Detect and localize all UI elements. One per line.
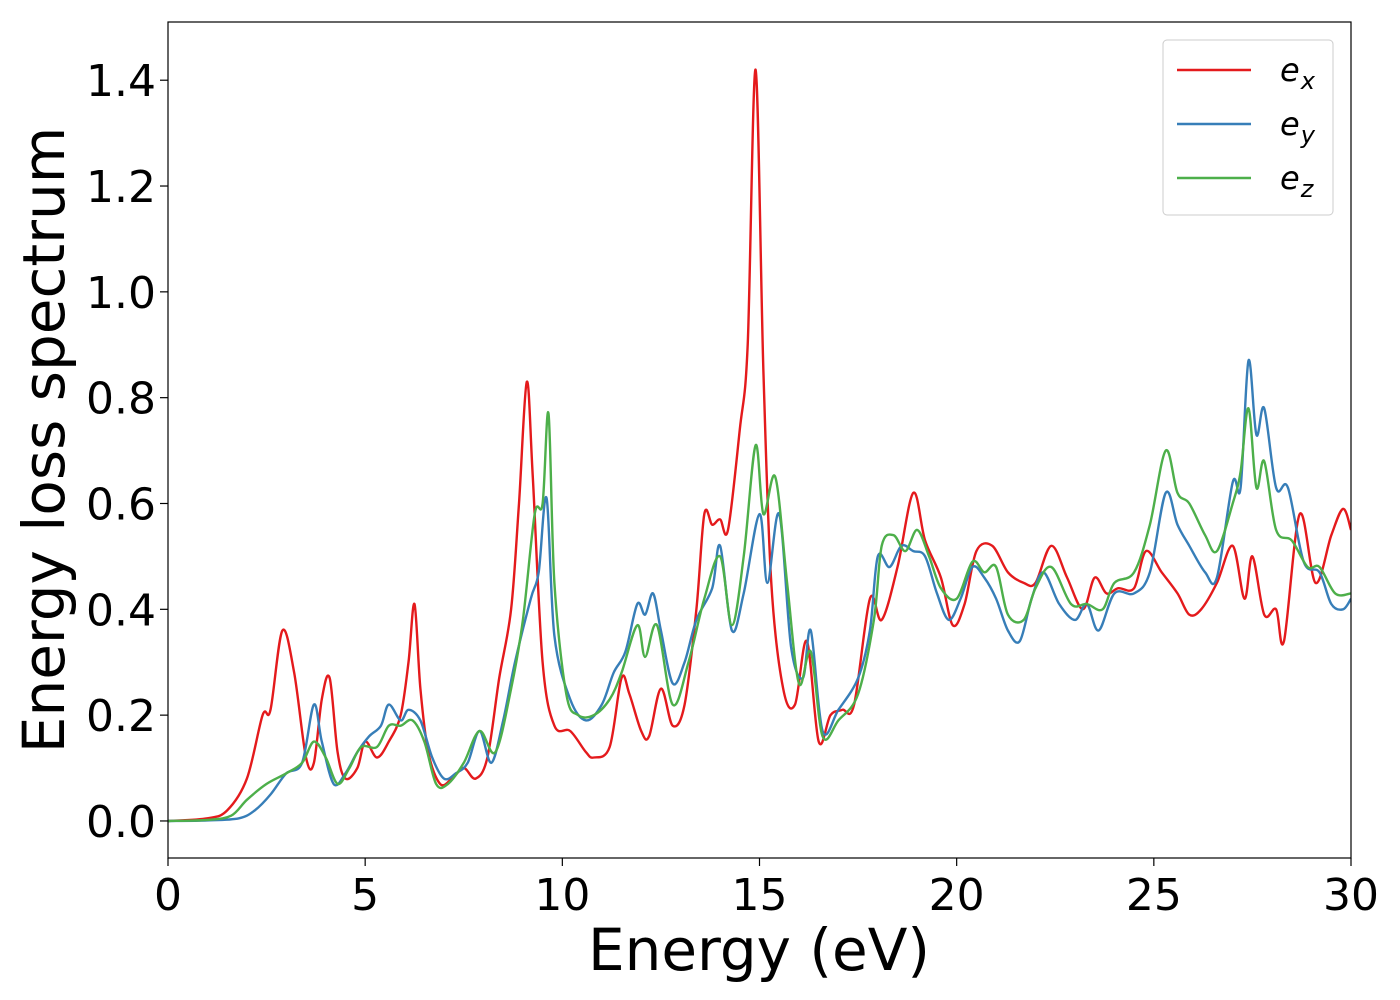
- y-tick-label: 1.2: [86, 162, 156, 213]
- y-axis-label: Energy loss spectrum: [10, 127, 78, 753]
- y-tick-label: 1.4: [86, 56, 156, 107]
- y-tick-label: 0.2: [86, 691, 156, 742]
- y-tick-label: 0.0: [86, 797, 156, 848]
- y-tick-label: 1.0: [86, 268, 156, 319]
- series-line-e-z: [168, 407, 1351, 823]
- legend-label-x: ex: [1280, 51, 1316, 95]
- x-tick-label: 5: [351, 870, 379, 921]
- x-tick-label: 25: [1126, 870, 1182, 921]
- series-lines: [168, 68, 1351, 823]
- axis-ticks: 0 5 10 15 20 25 30 0.0 0.2 0.4 0.6 0.8 1.0 1.2 1.4: [86, 56, 1379, 921]
- y-tick-label: 0.8: [86, 374, 156, 425]
- series-line-e-y: [168, 359, 1351, 823]
- legend-box: [1162, 39, 1334, 216]
- x-tick-label: 20: [929, 870, 985, 921]
- y-tick-label: 0.4: [86, 585, 156, 636]
- x-axis-label: Energy (eV): [588, 916, 930, 984]
- legend-label-y: ey: [1280, 105, 1316, 149]
- y-tick-label: 0.6: [86, 479, 156, 530]
- x-tick-label: 0: [154, 870, 182, 921]
- x-tick-label: 15: [732, 870, 788, 921]
- x-tick-label: 10: [534, 870, 590, 921]
- series-line-e-x: [168, 68, 1351, 823]
- x-tick-label: 30: [1323, 870, 1379, 921]
